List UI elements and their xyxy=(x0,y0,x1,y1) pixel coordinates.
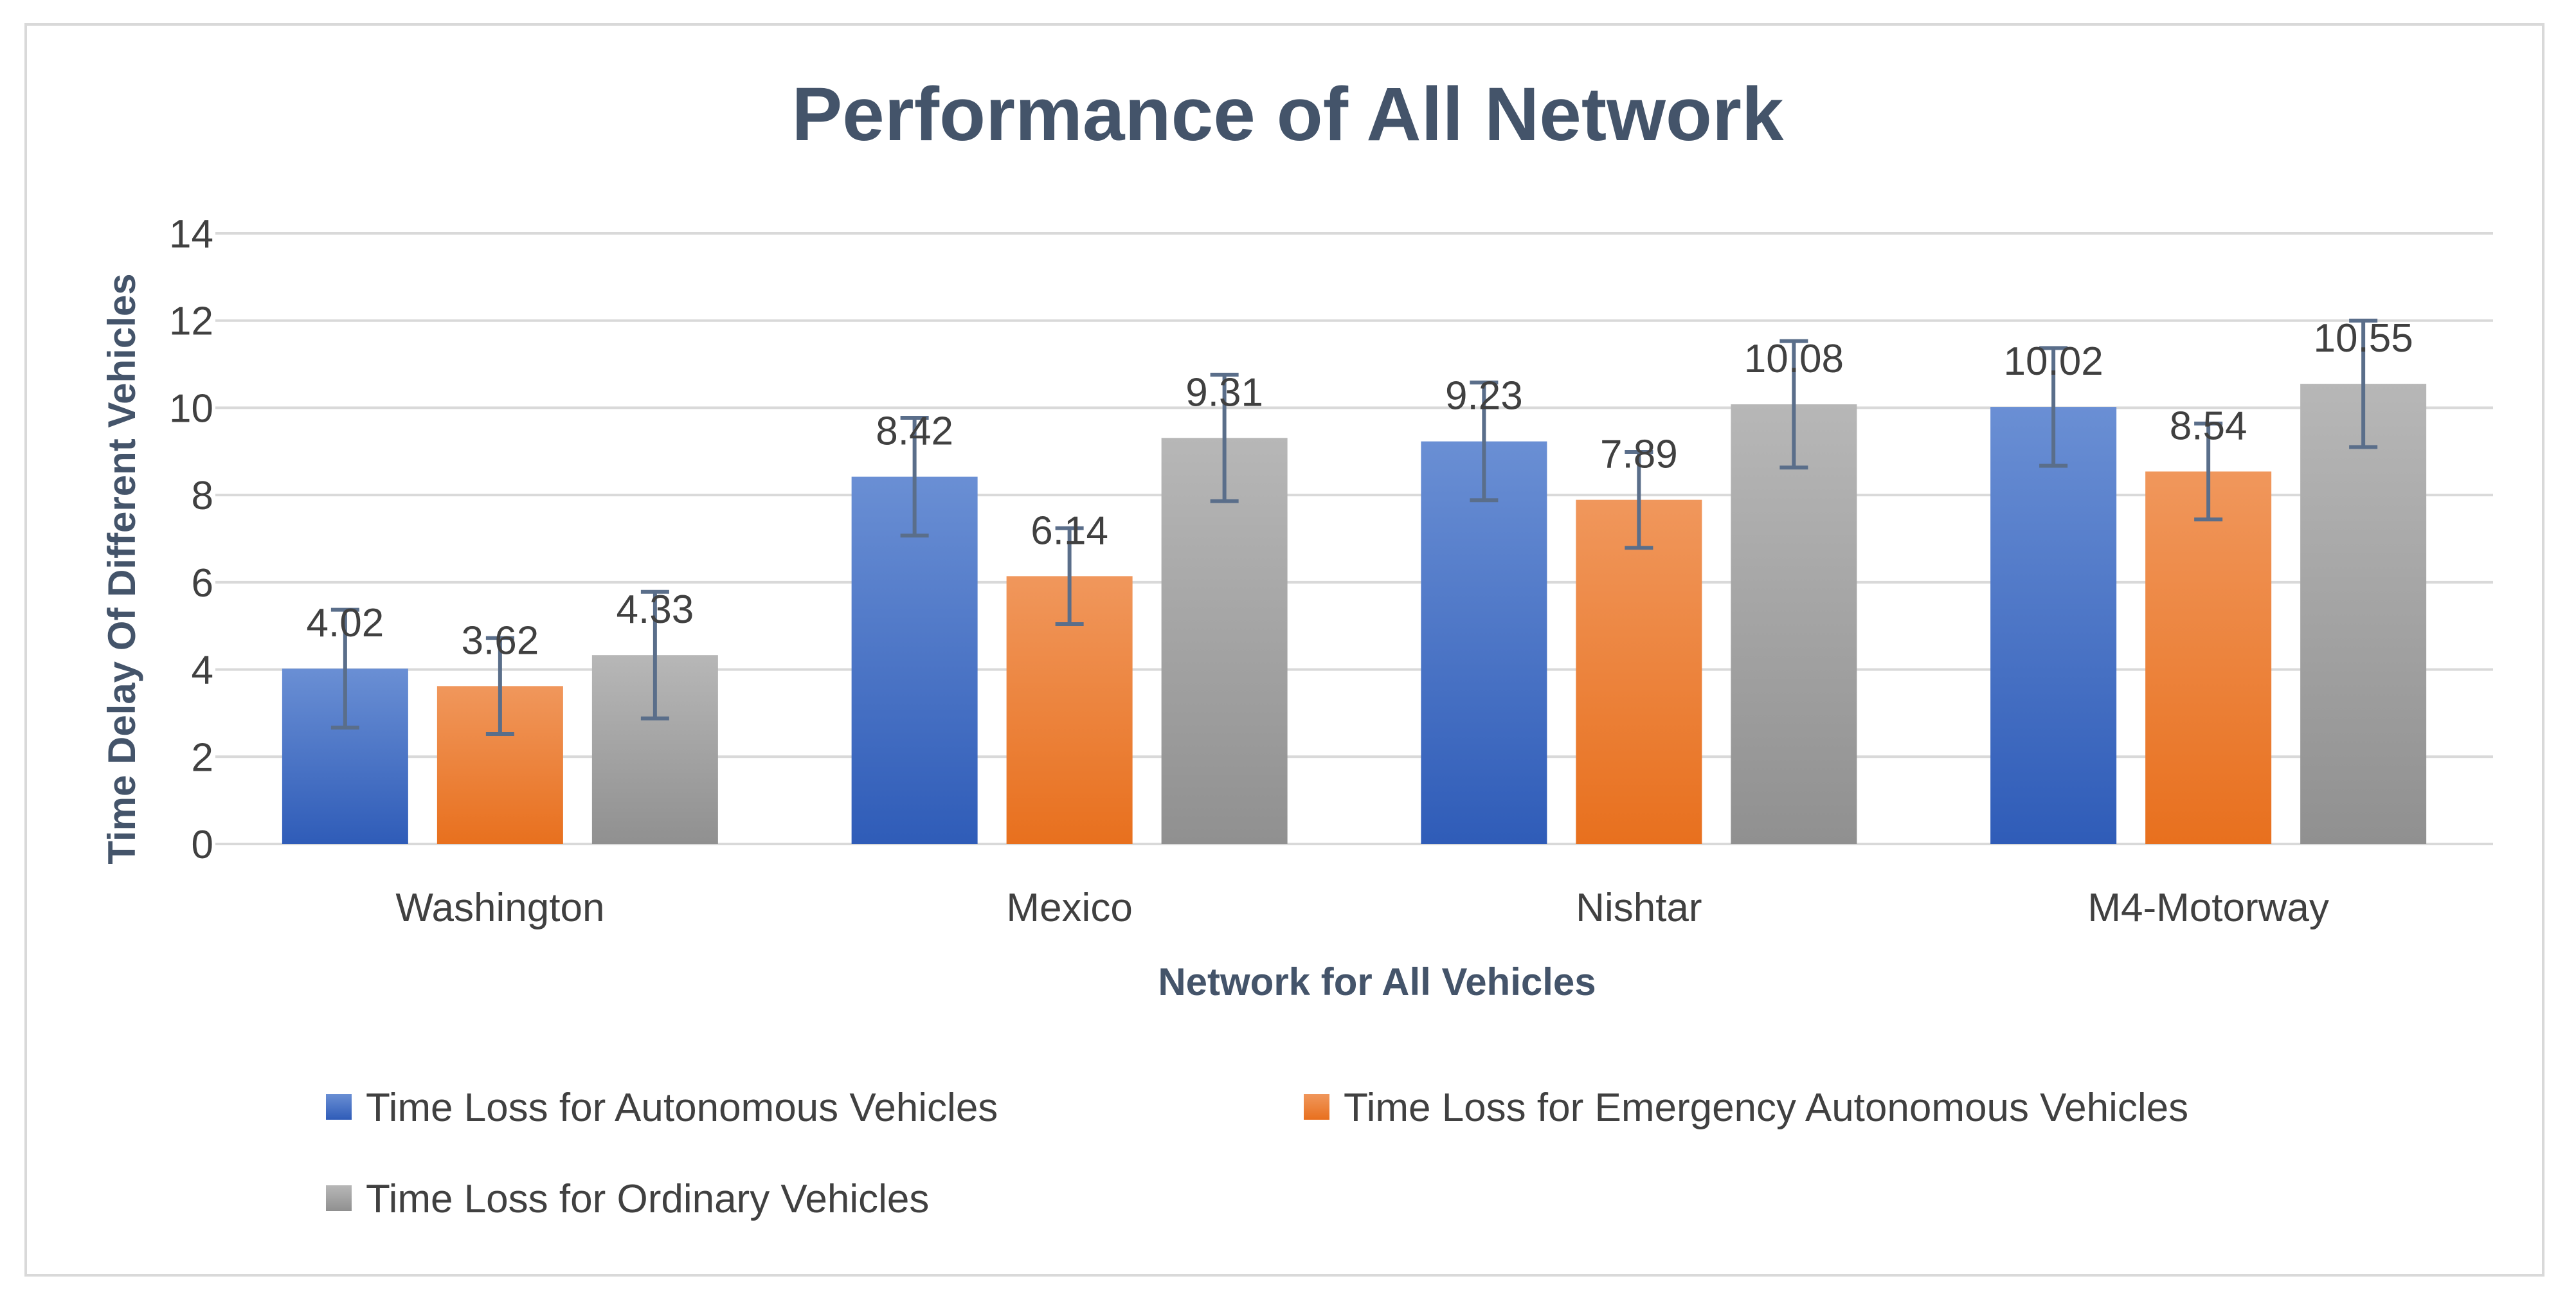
bar xyxy=(1161,438,1288,844)
bars xyxy=(282,384,2427,844)
x-axis-ticks: Washington Mexico Nishtar M4-Motorway xyxy=(395,886,2329,930)
bar xyxy=(2145,471,2272,844)
error-bar xyxy=(1625,449,1653,550)
data-label: 10.02 xyxy=(2004,339,2103,384)
error-bar xyxy=(2194,421,2223,522)
x-tick-label: Washington xyxy=(395,886,604,930)
error-bar xyxy=(1779,339,1808,470)
legend-swatch xyxy=(326,1185,352,1211)
error-bar xyxy=(1470,381,1499,503)
x-tick-label: Nishtar xyxy=(1576,886,1702,930)
bar xyxy=(1990,407,2117,844)
data-label: 10.55 xyxy=(2314,316,2413,361)
error-bar xyxy=(640,589,669,721)
data-label: 4.33 xyxy=(617,588,694,632)
bar xyxy=(2300,384,2427,844)
y-axis-ticks: 0 2 4 6 8 10 12 14 xyxy=(169,212,213,867)
data-label: 7.89 xyxy=(1600,433,1678,477)
y-tick-label: 14 xyxy=(169,212,213,256)
error-bar xyxy=(900,416,929,538)
legend-label: Time Loss for Ordinary Vehicles xyxy=(366,1177,929,1221)
y-tick-label: 2 xyxy=(192,735,213,780)
error-bar xyxy=(1055,526,1084,626)
bar xyxy=(851,476,978,844)
legend-item: Time Loss for Autonomous Vehicles xyxy=(326,1086,998,1130)
y-tick-label: 8 xyxy=(192,474,213,518)
legend-label: Time Loss for Autonomous Vehicles xyxy=(366,1086,998,1130)
data-labels: 4.02 3.62 4.33 8.42 6.14 9.31 9.23 7.89 10.08 10.… xyxy=(307,316,2413,663)
x-tick-label: M4-Motorway xyxy=(2087,886,2329,930)
y-axis-title: Time Delay Of Different Vehicles xyxy=(100,273,143,864)
y-tick-label: 4 xyxy=(192,649,213,693)
data-label: 3.62 xyxy=(462,618,539,663)
y-tick-label: 6 xyxy=(192,561,213,606)
error-bar xyxy=(2349,318,2378,449)
x-axis-title: Network for All Vehicles xyxy=(1158,960,1596,1003)
data-label: 4.02 xyxy=(307,601,384,645)
y-tick-label: 12 xyxy=(169,300,213,344)
legend-swatch xyxy=(326,1094,352,1120)
legend-item: Time Loss for Emergency Autonomous Vehic… xyxy=(1304,1086,2188,1130)
data-label: 9.23 xyxy=(1445,374,1523,418)
error-bars xyxy=(330,318,2378,736)
bar xyxy=(1731,404,1857,844)
data-label: 8.54 xyxy=(2170,404,2247,449)
data-label: 6.14 xyxy=(1031,508,1108,553)
legend: Time Loss for Autonomous Vehicles Time Lo… xyxy=(326,1086,2188,1221)
data-label: 9.31 xyxy=(1185,370,1263,415)
data-label: 8.42 xyxy=(876,409,953,454)
bar xyxy=(1576,499,1702,844)
legend-swatch xyxy=(1304,1094,1329,1120)
data-label: 10.08 xyxy=(1744,337,1844,381)
y-tick-label: 0 xyxy=(192,823,213,867)
y-tick-label: 10 xyxy=(169,386,213,431)
x-tick-label: Mexico xyxy=(1006,886,1132,930)
error-bar xyxy=(330,607,359,730)
error-bar xyxy=(2039,346,2068,468)
bar xyxy=(1421,441,1547,844)
error-bar xyxy=(485,636,514,736)
legend-item: Time Loss for Ordinary Vehicles xyxy=(326,1177,929,1221)
legend-label: Time Loss for Emergency Autonomous Vehic… xyxy=(1344,1086,2188,1130)
chart-title: Performance of All Network xyxy=(791,72,1783,157)
error-bar xyxy=(1210,372,1239,503)
